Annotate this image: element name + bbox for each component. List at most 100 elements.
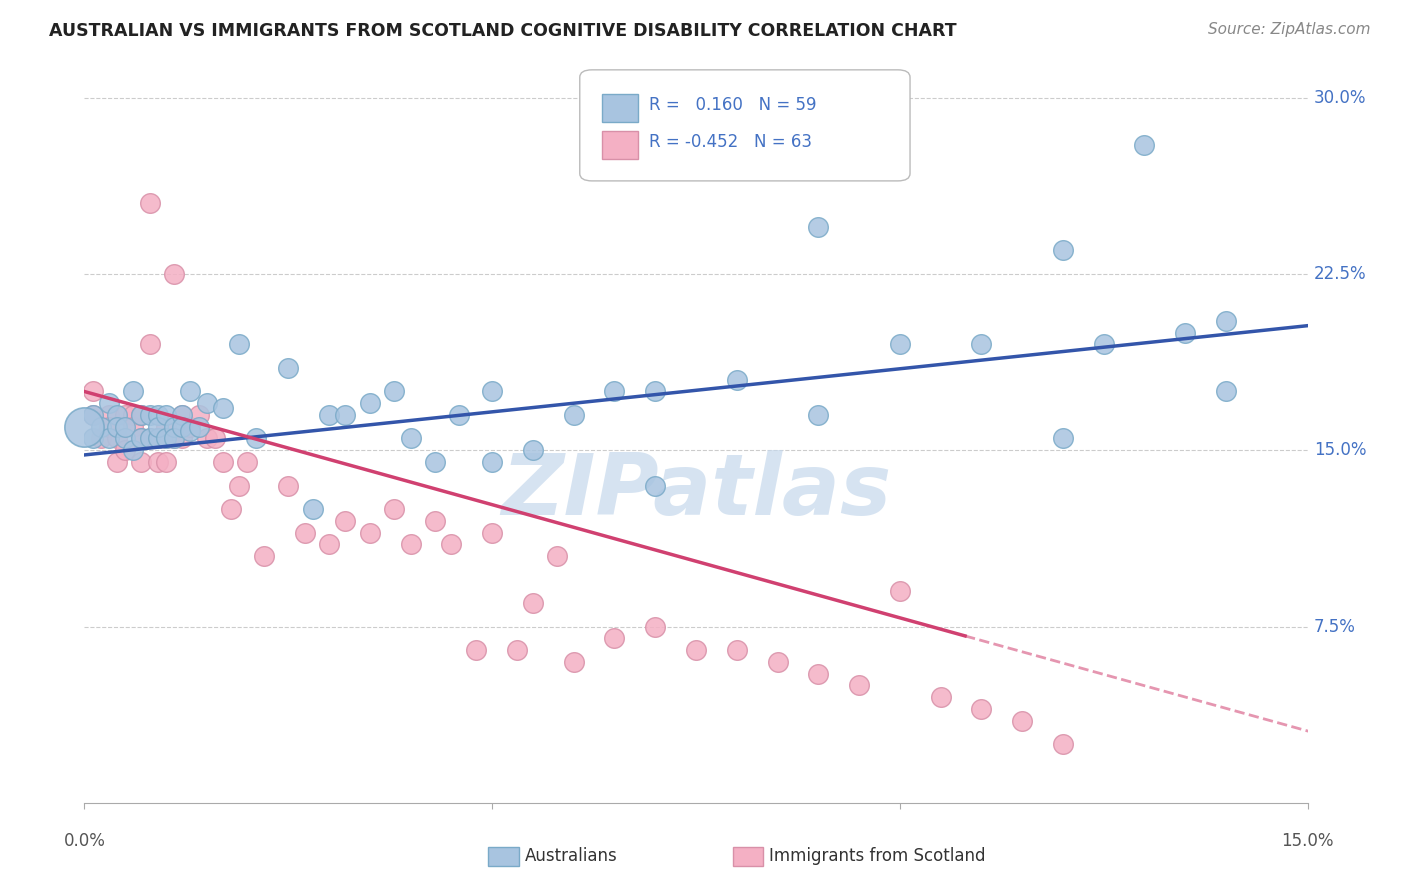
Point (114, 419, 136, 434)
Text: 22.5%: 22.5% (1313, 265, 1367, 283)
Point (114, 432, 136, 446)
Point (187, 408, 209, 422)
Point (212, 455, 235, 469)
Point (423, 455, 446, 469)
Point (122, 443, 145, 458)
Point (82, 432, 104, 446)
Point (131, 432, 153, 446)
Point (562, 655, 585, 669)
Text: 30.0%: 30.0% (1313, 88, 1367, 107)
Point (603, 384, 626, 399)
Point (1052, 737, 1074, 751)
Point (603, 632, 626, 646)
Point (195, 396, 218, 410)
Point (1215, 314, 1237, 328)
Point (105, 408, 128, 422)
Text: Immigrants from Scotland: Immigrants from Scotland (769, 847, 986, 865)
Point (146, 432, 169, 446)
Point (155, 432, 177, 446)
Point (146, 432, 169, 446)
Point (163, 432, 186, 446)
Point (163, 267, 186, 281)
Point (155, 432, 177, 446)
Point (97, 396, 120, 410)
Point (644, 478, 666, 492)
Point (131, 432, 153, 446)
Point (179, 425, 201, 439)
Point (138, 432, 160, 446)
Text: R = -0.452   N = 63: R = -0.452 N = 63 (650, 133, 813, 151)
Point (301, 502, 323, 516)
Point (236, 455, 259, 469)
Point (172, 432, 194, 446)
Text: Source: ZipAtlas.com: Source: ZipAtlas.com (1208, 22, 1371, 37)
Point (131, 408, 153, 422)
FancyBboxPatch shape (488, 847, 519, 866)
Point (807, 219, 830, 234)
Point (399, 537, 422, 551)
Point (522, 443, 544, 458)
FancyBboxPatch shape (579, 70, 910, 181)
Point (82, 408, 104, 422)
Point (481, 384, 503, 399)
Point (82, 408, 104, 422)
Point (464, 643, 486, 657)
Point (245, 432, 267, 446)
Point (163, 432, 186, 446)
Point (131, 408, 153, 422)
Point (1215, 384, 1237, 399)
Point (105, 455, 128, 469)
Point (318, 408, 340, 422)
Point (105, 419, 128, 434)
Text: R =   0.160   N = 59: R = 0.160 N = 59 (650, 95, 817, 113)
Point (449, 408, 471, 422)
Point (644, 619, 666, 633)
Point (1011, 714, 1033, 728)
Point (277, 361, 299, 376)
Point (1174, 326, 1197, 340)
Point (163, 419, 186, 434)
Point (146, 455, 169, 469)
Point (82, 384, 104, 399)
Text: 0.0%: 0.0% (63, 832, 105, 850)
Point (228, 337, 250, 351)
Point (146, 432, 169, 446)
Point (522, 596, 544, 610)
Point (155, 455, 177, 469)
Point (423, 514, 446, 528)
FancyBboxPatch shape (602, 130, 638, 159)
Point (1052, 432, 1074, 446)
Point (179, 384, 201, 399)
Point (481, 525, 503, 540)
Point (90, 432, 112, 446)
Text: 15.0%: 15.0% (1313, 442, 1367, 459)
Point (146, 419, 169, 434)
Point (138, 432, 160, 446)
Point (122, 419, 145, 434)
Point (219, 502, 242, 516)
Point (187, 419, 209, 434)
Text: Australians: Australians (524, 847, 617, 865)
Point (253, 549, 276, 563)
Point (807, 408, 830, 422)
Point (546, 549, 568, 563)
Point (97, 419, 120, 434)
Point (399, 432, 422, 446)
Point (228, 478, 250, 492)
Point (138, 337, 160, 351)
Point (359, 525, 381, 540)
Point (725, 373, 748, 387)
Point (848, 678, 870, 692)
Point (382, 384, 405, 399)
Point (146, 408, 169, 422)
Point (138, 196, 160, 211)
Point (105, 432, 128, 446)
Point (382, 502, 405, 516)
Point (212, 401, 235, 415)
Point (294, 525, 316, 540)
Point (155, 408, 177, 422)
Text: ZIPatlas: ZIPatlas (501, 450, 891, 533)
Point (929, 690, 952, 704)
Point (335, 408, 357, 422)
Point (1052, 244, 1074, 258)
